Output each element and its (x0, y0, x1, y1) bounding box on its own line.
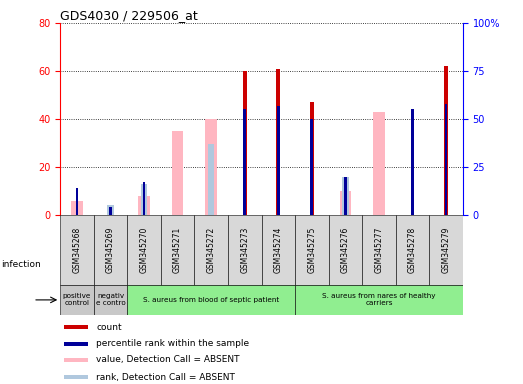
Text: positive
control: positive control (63, 293, 91, 306)
Text: GSM345274: GSM345274 (274, 227, 283, 273)
Bar (172, 131, 184, 215)
Bar (107, 205, 113, 215)
Text: GSM345278: GSM345278 (408, 227, 417, 273)
Bar (208, 144, 214, 215)
Bar (206, 119, 217, 215)
Bar (64, 358, 88, 362)
Bar (373, 112, 385, 215)
Text: S. aureus from blood of septic patient: S. aureus from blood of septic patient (143, 297, 279, 303)
Bar (60, 285, 94, 315)
Bar (445, 104, 447, 215)
Bar (94, 285, 127, 315)
Text: GSM345270: GSM345270 (140, 227, 149, 273)
Text: GSM345277: GSM345277 (374, 227, 383, 273)
Bar (64, 375, 88, 379)
Text: percentile rank within the sample: percentile rank within the sample (96, 339, 249, 348)
Bar (243, 71, 247, 215)
Bar (64, 342, 88, 346)
Text: GSM345275: GSM345275 (308, 227, 316, 273)
Bar (277, 106, 280, 215)
Bar (243, 109, 246, 215)
Bar (161, 215, 195, 285)
Bar (444, 66, 448, 215)
Bar (228, 215, 262, 285)
Bar (339, 191, 351, 215)
Text: GSM345271: GSM345271 (173, 227, 182, 273)
Text: S. aureus from nares of healthy
carriers: S. aureus from nares of healthy carriers (322, 293, 436, 306)
Bar (311, 119, 313, 215)
Bar (64, 325, 88, 329)
Bar (342, 177, 349, 215)
Bar (276, 69, 280, 215)
Text: count: count (96, 323, 122, 332)
Text: GDS4030 / 229506_at: GDS4030 / 229506_at (60, 9, 198, 22)
Bar (362, 215, 396, 285)
Text: infection: infection (1, 260, 41, 270)
Bar (76, 188, 78, 215)
Text: GSM345272: GSM345272 (207, 227, 215, 273)
Bar (295, 285, 463, 315)
Bar (295, 215, 328, 285)
Bar (143, 182, 145, 215)
Text: GSM345273: GSM345273 (240, 227, 249, 273)
Text: GSM345269: GSM345269 (106, 227, 115, 273)
Text: value, Detection Call = ABSENT: value, Detection Call = ABSENT (96, 355, 240, 364)
Text: rank, Detection Call = ABSENT: rank, Detection Call = ABSENT (96, 372, 235, 382)
Text: negativ
e contro: negativ e contro (96, 293, 126, 306)
Bar (310, 102, 314, 215)
Bar (429, 215, 463, 285)
Bar (109, 207, 112, 215)
Text: GSM345276: GSM345276 (341, 227, 350, 273)
Bar (138, 196, 150, 215)
Bar (94, 215, 127, 285)
Text: GSM345268: GSM345268 (72, 227, 82, 273)
Bar (127, 285, 295, 315)
Bar (60, 215, 94, 285)
Bar (141, 184, 147, 215)
Bar (127, 215, 161, 285)
Bar (262, 215, 295, 285)
Bar (328, 215, 362, 285)
Bar (195, 215, 228, 285)
Bar (344, 177, 347, 215)
Text: GSM345279: GSM345279 (441, 227, 451, 273)
Bar (71, 200, 83, 215)
Bar (411, 109, 414, 215)
Bar (396, 215, 429, 285)
